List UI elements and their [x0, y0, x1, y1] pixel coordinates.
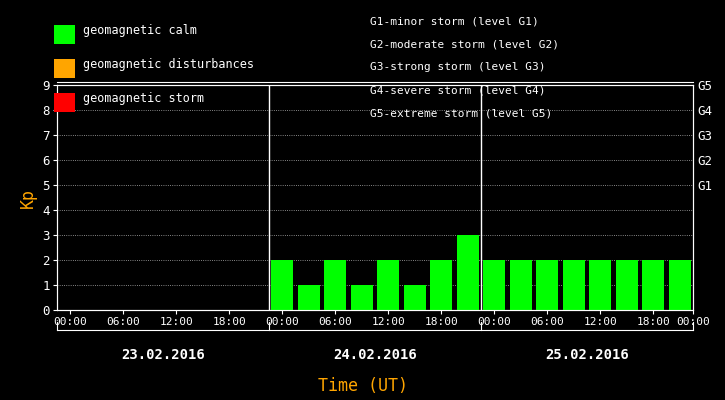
Text: Time (UT): Time (UT): [318, 377, 407, 395]
Bar: [563, 260, 584, 310]
Bar: [484, 260, 505, 310]
Text: G2-moderate storm (level G2): G2-moderate storm (level G2): [370, 39, 559, 49]
Text: G5-extreme storm (level G5): G5-extreme storm (level G5): [370, 109, 552, 119]
Text: G4-severe storm (level G4): G4-severe storm (level G4): [370, 86, 545, 96]
Bar: [431, 260, 452, 310]
Bar: [642, 260, 664, 310]
Bar: [616, 260, 637, 310]
Bar: [669, 260, 691, 310]
Bar: [404, 285, 426, 310]
Bar: [324, 260, 346, 310]
Bar: [378, 260, 399, 310]
Text: 24.02.2016: 24.02.2016: [333, 348, 417, 362]
Text: 25.02.2016: 25.02.2016: [545, 348, 629, 362]
Bar: [510, 260, 531, 310]
Bar: [457, 235, 478, 310]
Bar: [298, 285, 320, 310]
Y-axis label: Kp: Kp: [19, 188, 37, 208]
Text: G1-minor storm (level G1): G1-minor storm (level G1): [370, 16, 539, 26]
Bar: [351, 285, 373, 310]
Text: geomagnetic calm: geomagnetic calm: [83, 24, 197, 37]
Text: 23.02.2016: 23.02.2016: [121, 348, 205, 362]
Bar: [536, 260, 558, 310]
Text: geomagnetic disturbances: geomagnetic disturbances: [83, 58, 254, 71]
Text: geomagnetic storm: geomagnetic storm: [83, 92, 204, 105]
Text: G3-strong storm (level G3): G3-strong storm (level G3): [370, 62, 545, 72]
Bar: [589, 260, 611, 310]
Bar: [271, 260, 293, 310]
